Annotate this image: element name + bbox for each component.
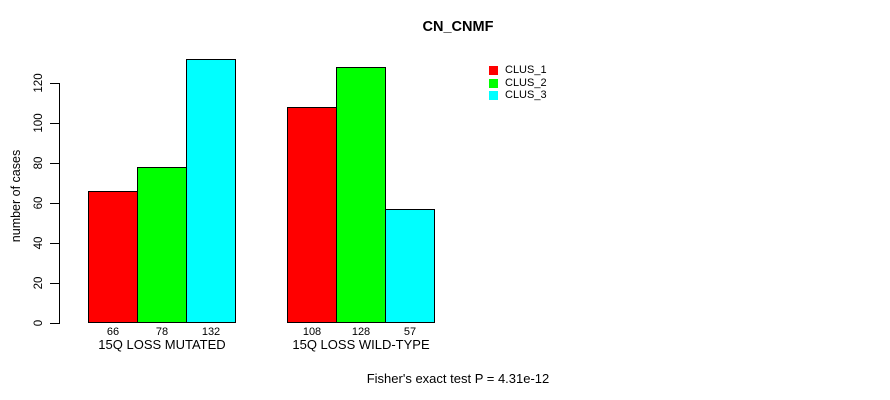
y-axis-tick-label: 80 — [33, 156, 45, 170]
y-axis-tick-label: 40 — [33, 236, 45, 250]
y-axis-tick-label: 0 — [33, 319, 45, 327]
y-axis-tick — [50, 123, 59, 124]
legend-item-clus_2: CLUS_2 — [489, 76, 547, 89]
legend-label: CLUS_1 — [505, 64, 547, 76]
bar-clus_3-group2 — [385, 209, 435, 323]
y-axis-line — [59, 83, 60, 324]
y-axis-title: number of cases — [9, 149, 23, 243]
legend-label: CLUS_2 — [505, 76, 547, 89]
bar-clus_1-group1 — [88, 191, 138, 323]
bar-value-label: 57 — [403, 326, 417, 338]
legend-swatch-icon — [489, 66, 498, 75]
bar-value-label: 128 — [351, 326, 371, 338]
y-axis-tick-label: 120 — [33, 73, 45, 93]
legend-label: CLUS_3 — [505, 89, 547, 102]
y-axis-tick — [50, 283, 59, 284]
bar-clus_2-group1 — [137, 167, 187, 323]
bar-clus_3-group1 — [186, 59, 236, 323]
y-axis-tick — [50, 243, 59, 244]
category-label: 15Q LOSS MUTATED — [98, 337, 226, 352]
bar-value-label: 78 — [155, 326, 169, 338]
y-axis-tick-label: 20 — [33, 276, 45, 290]
bar-value-label: 132 — [201, 326, 221, 338]
chart-title: CN_CNMF — [422, 19, 494, 35]
legend-item-clus_3: CLUS_3 — [489, 90, 547, 101]
y-axis-tick — [50, 323, 59, 324]
footer-annotation: Fisher's exact test P = 4.31e-12 — [366, 371, 550, 386]
bar-value-label: 66 — [106, 326, 120, 338]
category-label: 15Q LOSS WILD-TYPE — [292, 337, 430, 352]
y-axis-tick — [50, 203, 59, 204]
legend-item-clus_1: CLUS_1 — [489, 65, 547, 76]
legend-swatch-icon — [489, 78, 498, 88]
y-axis-tick-label: 100 — [33, 113, 45, 133]
legend-swatch-icon — [489, 91, 498, 101]
y-axis-tick — [50, 83, 59, 84]
bar-clus_1-group2 — [287, 107, 337, 323]
y-axis-tick-label: 60 — [33, 196, 45, 210]
bar-clus_2-group2 — [336, 67, 386, 323]
y-axis-tick — [50, 163, 59, 164]
bar-value-label: 108 — [302, 326, 322, 338]
